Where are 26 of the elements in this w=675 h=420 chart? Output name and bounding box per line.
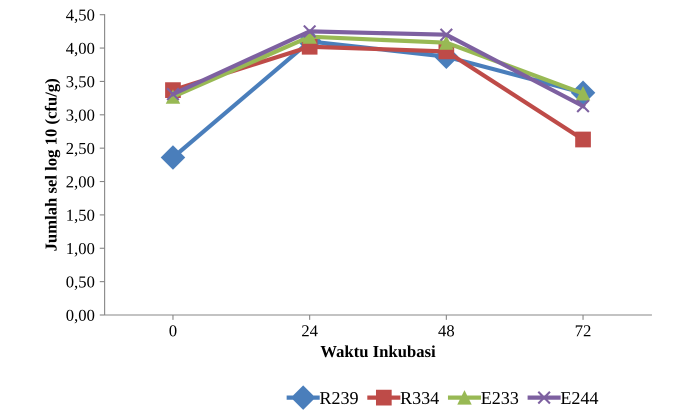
point <box>166 87 180 101</box>
x-axis-title: Waktu Inkubasi <box>320 345 436 358</box>
y-tick-label: 0,50 <box>66 276 94 290</box>
legend-label: R239 <box>320 392 358 404</box>
y-tick-label: 2,50 <box>66 142 94 157</box>
legend-label: E244 <box>560 392 598 404</box>
y-tick-label: 2,00 <box>66 176 94 190</box>
x-tick-label: 72 <box>576 325 590 336</box>
point <box>160 145 186 170</box>
y-tick-label: 3,50 <box>66 76 94 90</box>
y-tick-label: 4,50 <box>66 9 94 24</box>
point <box>439 36 454 50</box>
point <box>575 132 591 148</box>
y-tick-label: 0,00 <box>66 310 94 324</box>
x-tick-label: 48 <box>438 325 454 336</box>
y-tick-label: 4,00 <box>66 42 94 56</box>
x-tick-label: 24 <box>302 325 318 336</box>
point <box>576 99 590 114</box>
x-tick-label: 0 <box>169 325 176 336</box>
point <box>439 28 454 42</box>
y-tick-label: 3,00 <box>66 110 94 124</box>
y-tick-label: 1,50 <box>67 210 94 224</box>
legend-label: R334 <box>400 392 439 404</box>
legend-label: E233 <box>481 392 518 404</box>
y-tick-label: 1,00 <box>67 242 94 257</box>
y-axis-title: Jumlah sel log 10 (cfu/g) <box>44 79 60 251</box>
